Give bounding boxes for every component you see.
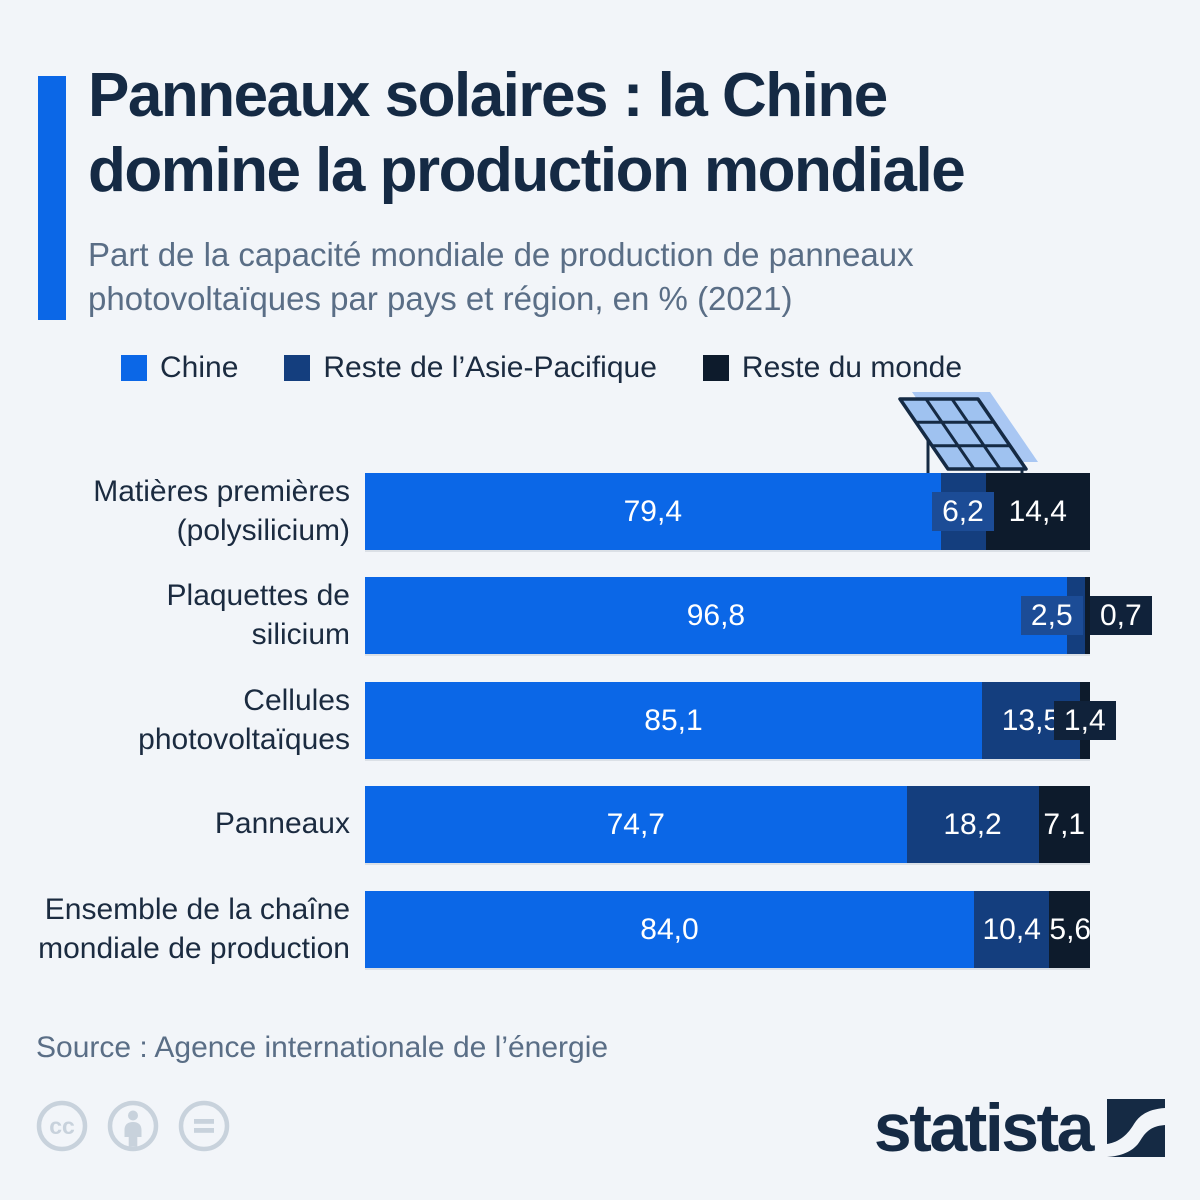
- value-label: 5,6: [1049, 913, 1092, 946]
- category-label-line: Matières premières: [93, 475, 350, 509]
- cc-by-person-icon: [107, 1100, 159, 1152]
- cc-icon: cc: [36, 1100, 88, 1152]
- legend-label: Reste du monde: [741, 351, 963, 384]
- value-label: 14,4: [1008, 495, 1067, 528]
- creative-commons-icons: cc: [34, 1098, 232, 1154]
- value-label: 18,2: [943, 808, 1002, 841]
- chart-row: Plaquettes de silicium 96,8 2,5 0,7: [0, 577, 1200, 654]
- category-label: Matières premières (polysilicium): [20, 473, 350, 550]
- value-label: 74,7: [606, 808, 665, 841]
- value-label: 0,7: [1090, 596, 1152, 635]
- category-label: Panneaux: [20, 786, 350, 863]
- category-label-line: (polysilicium): [176, 513, 350, 547]
- chart-legend: Chine Reste de l’Asie-Pacifique Reste du…: [121, 351, 962, 385]
- svg-text:cc: cc: [49, 1113, 75, 1139]
- stacked-bar: 74,7 18,2 7,1: [365, 786, 1090, 863]
- category-label-line: Panneaux: [214, 807, 350, 841]
- bar-segment: [1049, 891, 1090, 968]
- legend-swatch-asie-pacifique: [284, 355, 311, 381]
- title-line-2: domine la production mondiale: [88, 136, 966, 206]
- chart-row: Panneaux 74,7 18,2 7,1: [0, 786, 1200, 863]
- category-label-line: Ensemble de la chaîne: [44, 893, 350, 927]
- category-label: Plaquettes de silicium: [20, 577, 350, 654]
- category-label-line: silicium: [251, 617, 350, 651]
- legend-swatch-reste-du-monde: [702, 355, 729, 381]
- category-label-line: Plaquettes de: [166, 579, 350, 613]
- stacked-bar: 79,4 6,2 14,4: [365, 473, 1090, 550]
- legend-item-reste-du-monde: Reste du monde: [702, 351, 963, 385]
- value-label: 10,4: [982, 913, 1041, 946]
- stacked-bar: 84,0 10,4 5,6: [365, 891, 1092, 968]
- title-accent-bar: [38, 76, 66, 320]
- statista-logo: statista: [874, 1094, 1165, 1162]
- legend-item-chine: Chine: [121, 351, 238, 385]
- bar-segment: [365, 473, 941, 550]
- value-label: 13,5: [1001, 704, 1061, 737]
- cc-nd-equals-icon: [178, 1100, 230, 1152]
- value-label: 84,0: [640, 913, 699, 946]
- legend-label: Chine: [160, 351, 239, 384]
- value-label: 7,1: [1043, 808, 1086, 841]
- bar-segment: [906, 786, 1039, 863]
- legend-label: Reste de l’Asie-Pacifique: [323, 351, 657, 384]
- page-title: Panneaux solaires : la Chine domine la p…: [88, 58, 966, 208]
- legend-swatch-chine: [121, 355, 147, 381]
- bar-segment: [365, 891, 974, 968]
- category-label-line: photovoltaïques: [138, 722, 350, 756]
- source-text: Source : Agence internationale de l’éner…: [36, 1031, 609, 1064]
- legend-item-asie-pacifique: Reste de l’Asie-Pacifique: [284, 351, 657, 385]
- value-label: 6,2: [932, 492, 994, 531]
- chart-row: Matières premières (polysilicium) 79,4 6,…: [0, 473, 1200, 550]
- subtitle-line-1: Part de la capacité mondiale de producti…: [88, 236, 914, 273]
- stacked-bar: 96,8 2,5 0,7: [365, 577, 1152, 654]
- title-line-1: Panneaux solaires : la Chine: [88, 61, 888, 130]
- bar-segment: [365, 786, 907, 863]
- bar-segment: [365, 682, 982, 759]
- subtitle-line-2: photovoltaïques par pays et région, en %…: [88, 280, 793, 318]
- value-label: 79,4: [623, 495, 683, 528]
- value-label: 85,1: [644, 704, 703, 737]
- category-label-line: Cellules: [243, 684, 350, 718]
- statista-wordmark: statista: [873, 1090, 1095, 1166]
- stacked-bar: 85,1 13,5 1,4: [365, 682, 1116, 759]
- value-label: 2,5: [1020, 596, 1083, 635]
- solar-panel-icon: [898, 392, 1038, 480]
- chart-row: Cellules photovoltaïques 85,1 13,5 1,4: [0, 682, 1200, 759]
- bar-segment: [365, 577, 1067, 654]
- bar-segment: [974, 891, 1050, 968]
- chart-row: Ensemble de la chaîne mondiale de produc…: [0, 891, 1200, 968]
- category-label: Ensemble de la chaîne mondiale de produc…: [20, 891, 350, 968]
- page-subtitle: Part de la capacité mondiale de producti…: [88, 233, 914, 321]
- bar-segment: [1084, 577, 1090, 654]
- category-label: Cellules photovoltaïques: [20, 682, 350, 759]
- bar-segment: [1038, 786, 1090, 863]
- bar-segment: [985, 473, 1090, 550]
- statista-logo-mark-icon: [1107, 1099, 1165, 1157]
- value-label: 1,4: [1053, 701, 1116, 740]
- value-label: 96,8: [686, 599, 746, 632]
- category-label-line: mondiale de production: [38, 931, 350, 965]
